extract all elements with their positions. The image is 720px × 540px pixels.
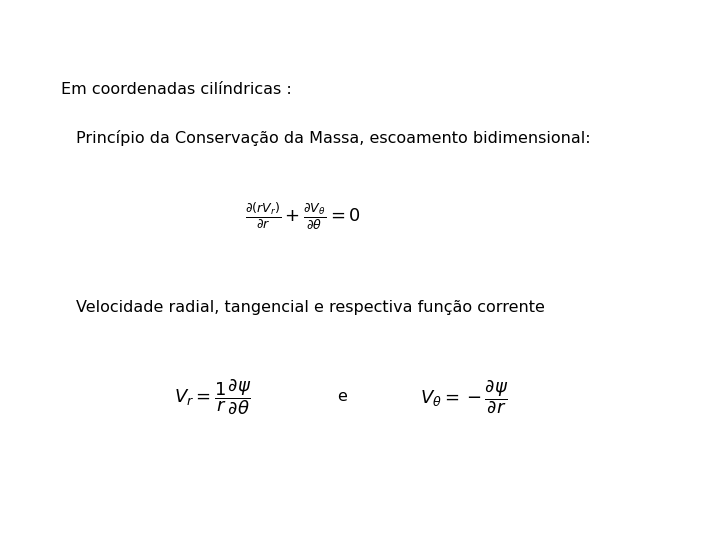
Text: Em coordenadas cilíndricas :: Em coordenadas cilíndricas : xyxy=(61,82,292,97)
Text: $\frac{\partial(rV_r)}{\partial r} + \frac{\partial V_{\theta}}{\partial \theta}: $\frac{\partial(rV_r)}{\partial r} + \fr… xyxy=(245,200,360,232)
Text: Princípio da Conservação da Massa, escoamento bidimensional:: Princípio da Conservação da Massa, escoa… xyxy=(76,130,590,146)
Text: $V_{\theta} = -\dfrac{\partial \psi}{\partial r}$: $V_{\theta} = -\dfrac{\partial \psi}{\pa… xyxy=(420,379,508,415)
Text: $V_r = \dfrac{1}{r}\dfrac{\partial \psi}{\partial \theta}$: $V_r = \dfrac{1}{r}\dfrac{\partial \psi}… xyxy=(174,377,251,416)
Text: Velocidade radial, tangencial e respectiva função corrente: Velocidade radial, tangencial e respecti… xyxy=(76,300,544,315)
Text: e: e xyxy=(337,389,347,404)
